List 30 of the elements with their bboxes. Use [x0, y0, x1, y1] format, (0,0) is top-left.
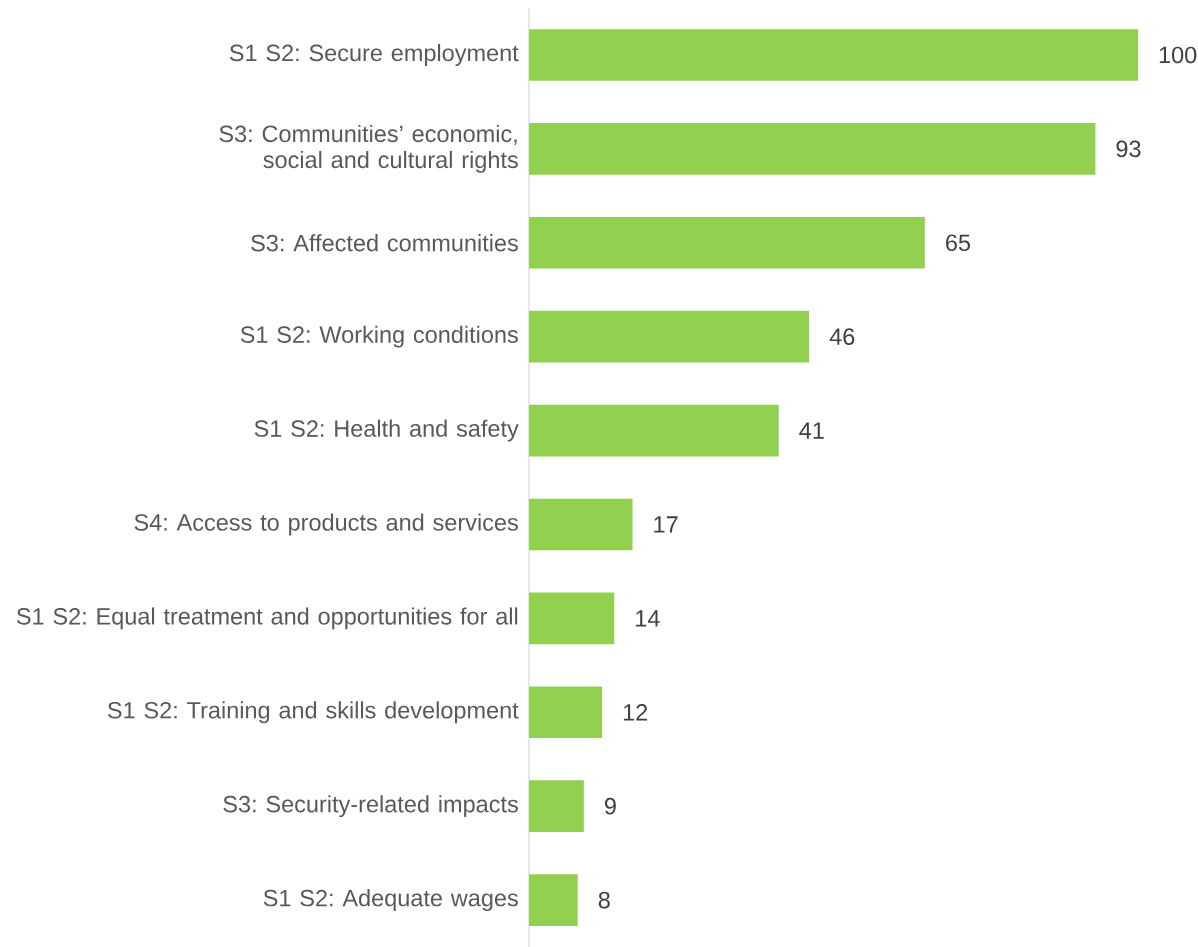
bar [529, 780, 584, 832]
bar [529, 592, 615, 645]
y-tick-label: S4: Access to products and services [134, 513, 518, 536]
bar [529, 404, 779, 457]
data-label: 14 [636, 610, 660, 627]
bar [529, 686, 603, 739]
y-tick-label: S1 S2: Adequate wages [263, 889, 518, 912]
data-label: 100 [1159, 46, 1197, 64]
data-label: 46 [829, 328, 855, 345]
data-label: 9 [604, 797, 616, 815]
y-tick-label: S1 S2: Training and skills development [107, 701, 519, 724]
y-tick-label: S3: Security-related impacts [223, 795, 518, 818]
data-label: 12 [623, 704, 648, 721]
data-label: 8 [598, 891, 610, 909]
bar [529, 310, 810, 363]
y-tick-label: S1 S2: Secure employment [229, 44, 519, 66]
bar [529, 123, 1096, 175]
data-label: 17 [654, 516, 678, 533]
y-tick-label: S1 S2: Working conditions [240, 325, 518, 348]
bar [529, 216, 925, 269]
bar [529, 29, 1139, 81]
y-tick-label: S3: Communities’ economic, social and cultural rights [219, 124, 518, 173]
data-label: 65 [946, 234, 971, 252]
data-label: 93 [1116, 140, 1141, 158]
bar [529, 874, 578, 926]
bar [529, 498, 633, 551]
y-tick-label: S1 S2: Equal treatment and opportunities for all [16, 607, 518, 630]
y-tick-label: S1 S2: Health and safety [254, 419, 519, 442]
data-label: 41 [799, 422, 824, 439]
y-tick-label: S3: Affected communities [251, 234, 518, 252]
